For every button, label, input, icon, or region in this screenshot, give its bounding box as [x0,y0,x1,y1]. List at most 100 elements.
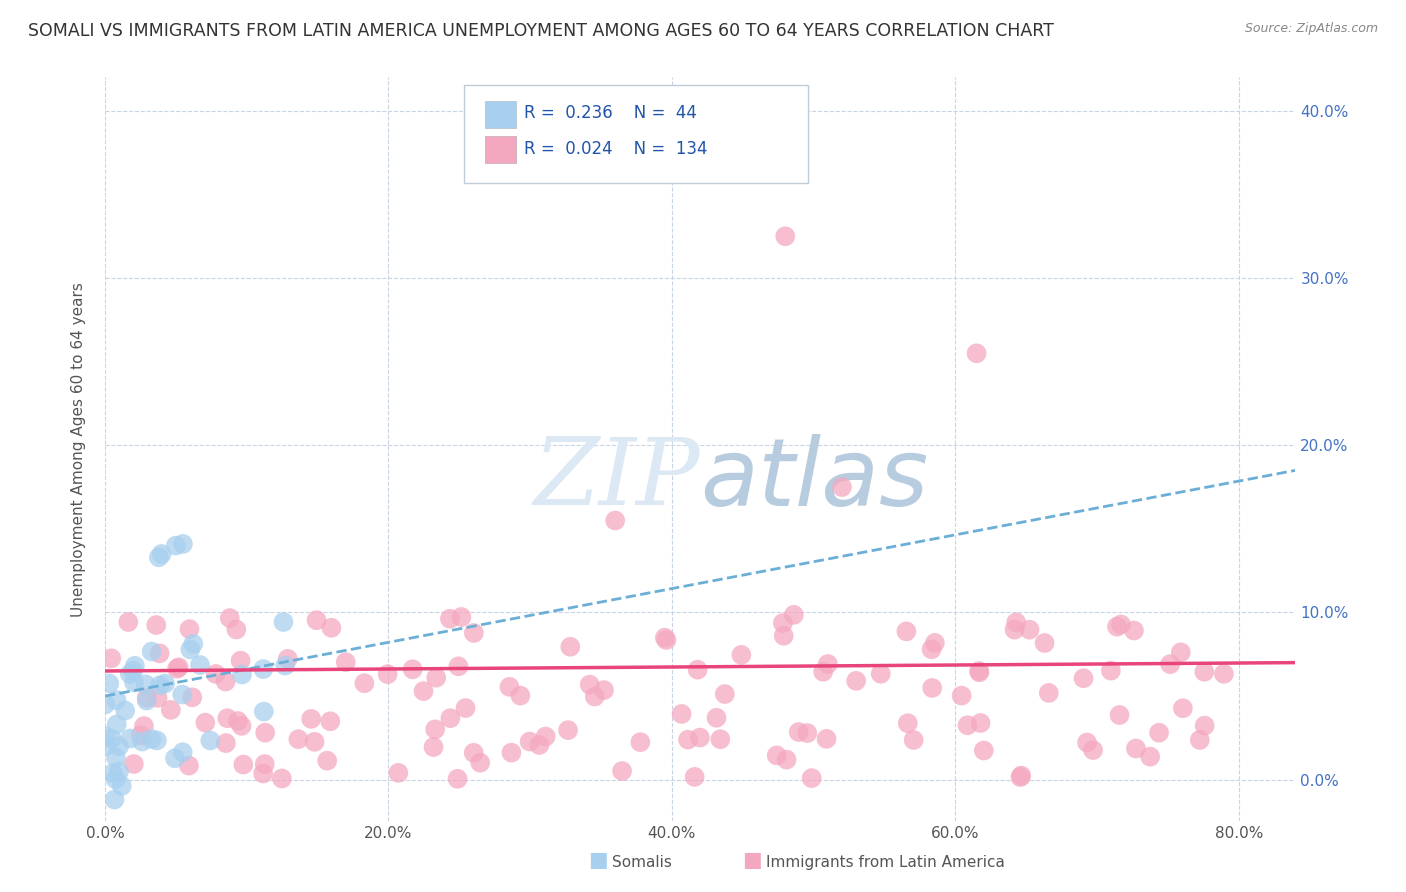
Point [153,676,176,690]
Point [217,711,239,725]
Point [163,751,186,765]
Point [231,719,253,733]
Point [181,690,204,705]
Point [103,792,125,806]
Text: ZIP: ZIP [534,434,700,524]
Point [610,764,633,778]
Point [924,636,946,650]
Text: Somalis: Somalis [612,855,672,870]
Point [903,733,925,747]
Point [114,704,136,718]
Point [593,683,616,698]
Point [628,735,651,749]
Point [122,675,145,690]
Text: atlas: atlas [700,434,928,524]
Point [463,746,485,760]
Y-axis label: Unemployment Among Ages 60 to 64 years: Unemployment Among Ages 60 to 64 years [72,282,86,617]
Text: Source: ZipAtlas.com: Source: ZipAtlas.com [1244,22,1378,36]
Point [252,662,274,676]
Point [1212,666,1234,681]
Point [305,613,328,627]
Point [655,632,678,647]
Point [108,764,131,779]
Point [730,648,752,662]
Point [141,731,163,746]
Point [166,662,188,676]
Point [105,693,128,707]
Point [557,723,579,738]
Point [897,716,920,731]
Point [1038,686,1060,700]
Point [605,514,627,528]
Point [273,615,295,629]
Point [956,718,979,732]
Point [253,705,276,719]
Point [787,725,810,739]
Point [765,748,787,763]
Point [470,756,492,770]
Point [215,736,238,750]
Point [252,766,274,780]
Point [422,739,444,754]
Point [831,480,853,494]
Point [815,731,838,746]
Point [967,664,990,678]
Point [132,719,155,733]
Point [463,626,485,640]
Point [1139,749,1161,764]
Text: R =  0.024    N =  134: R = 0.024 N = 134 [524,140,709,158]
Point [1147,725,1170,739]
Point [387,765,409,780]
Text: R =  0.236    N =  44: R = 0.236 N = 44 [524,104,697,122]
Point [671,706,693,721]
Point [1076,735,1098,749]
Point [177,758,200,772]
Point [253,757,276,772]
Point [446,772,468,786]
Point [654,631,676,645]
Point [425,671,447,685]
Point [231,667,253,681]
Point [966,346,988,360]
Point [165,539,187,553]
Point [111,779,134,793]
Point [583,690,606,704]
Text: ■: ■ [588,850,607,870]
Point [921,642,943,657]
Point [101,766,124,780]
Point [796,726,818,740]
Point [1099,664,1122,678]
Point [498,680,520,694]
Point [896,624,918,639]
Point [108,739,131,754]
Point [94,698,117,712]
Point [229,654,252,668]
Point [817,657,839,671]
Point [973,743,995,757]
Point [353,676,375,690]
Point [319,714,342,729]
Point [811,665,834,679]
Point [1033,636,1056,650]
Point [172,745,194,759]
Point [845,673,868,688]
Point [1004,623,1026,637]
Point [172,688,194,702]
Point [274,658,297,673]
Point [1108,708,1130,723]
Point [101,731,124,746]
Point [104,772,127,787]
Point [122,757,145,772]
Point [714,687,737,701]
Point [304,735,326,749]
Point [179,622,201,636]
Point [676,732,699,747]
Point [160,703,183,717]
Point [578,678,600,692]
Point [1125,741,1147,756]
Point [204,667,226,681]
Point [439,711,461,725]
Point [775,753,797,767]
Point [200,733,222,747]
Point [450,610,472,624]
